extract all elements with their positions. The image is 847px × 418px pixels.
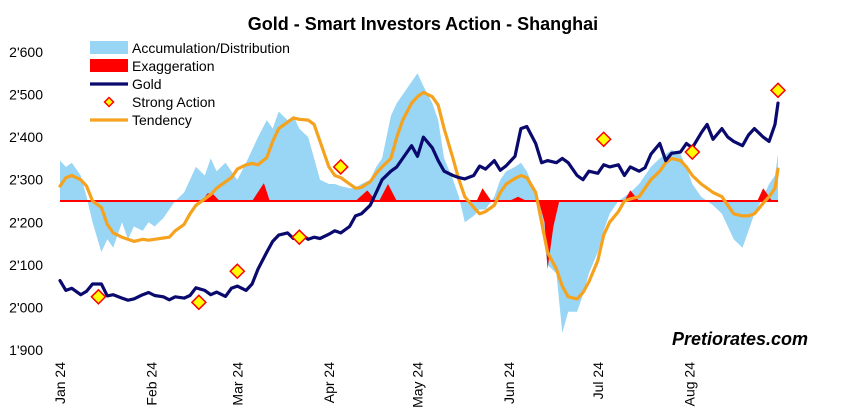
y-tick-label: 1'900 <box>9 342 43 358</box>
exaggeration-spike <box>379 184 397 201</box>
strong-action-layer <box>90 82 787 311</box>
strong-action-marker <box>769 82 787 99</box>
gold-line <box>58 101 780 302</box>
legend-item: Strong Action <box>103 94 215 110</box>
x-tick-label: Aug 24 <box>681 362 697 407</box>
legend-swatch <box>103 96 115 108</box>
watermark: Pretiorates.com <box>672 329 808 349</box>
exaggeration-spike <box>476 188 492 201</box>
tendency-line <box>58 90 780 301</box>
x-tick-label: May 24 <box>410 362 426 408</box>
legend-label: Gold <box>132 76 162 92</box>
legend-label: Accumulation/Distribution <box>132 40 290 56</box>
x-axis: Jan 24 Feb 24 Mar 24 Apr 24 May 24 Jun 24 Jul … <box>52 362 697 408</box>
strong-action-marker <box>229 263 246 280</box>
gold-layer <box>58 101 780 302</box>
legend-item: Tendency <box>90 112 192 128</box>
strong-action-marker <box>332 158 349 176</box>
y-tick-label: 2'000 <box>9 299 43 315</box>
y-tick-label: 2'300 <box>9 172 43 188</box>
exaggeration-spike <box>252 183 270 201</box>
accumulation-distribution-area <box>60 73 778 334</box>
x-tick-label: Mar 24 <box>229 362 245 406</box>
legend-swatch <box>90 41 128 54</box>
strong-action-marker <box>90 288 107 305</box>
legend: Accumulation/Distribution Exaggeration Gol… <box>90 40 290 128</box>
y-tick-label: 2'400 <box>9 129 43 145</box>
tendency-layer <box>58 90 780 301</box>
strong-action-marker <box>684 143 701 161</box>
strong-action-marker <box>291 229 308 246</box>
exaggeration-spike <box>355 190 377 201</box>
x-tick-label: Jan 24 <box>52 362 68 404</box>
strong-action-marker <box>190 294 207 311</box>
exaggeration-spike <box>538 201 560 270</box>
strong-action-marker <box>595 131 612 148</box>
y-axis: 1'900 2'000 2'100 2'200 2'300 2'400 2'500 2'600 <box>9 44 43 358</box>
legend-label: Tendency <box>132 112 192 128</box>
x-tick-label: Jun 24 <box>501 362 517 404</box>
legend-label: Exaggeration <box>132 58 215 74</box>
x-tick-label: Jul 24 <box>590 362 606 400</box>
legend-item: Accumulation/Distribution <box>90 40 290 56</box>
chart-title: Gold - Smart Investors Action - Shanghai <box>248 14 598 34</box>
y-tick-label: 2'500 <box>9 87 43 103</box>
x-tick-label: Apr 24 <box>321 362 337 403</box>
legend-swatch <box>90 59 128 72</box>
x-tick-label: Feb 24 <box>144 362 160 406</box>
legend-item: Gold <box>90 76 162 92</box>
y-tick-label: 2'200 <box>9 214 43 230</box>
exaggeration-spike <box>509 196 527 201</box>
y-tick-label: 2'100 <box>9 257 43 273</box>
y-tick-label: 2'600 <box>9 44 43 60</box>
accumulation-distribution-layer <box>60 73 778 334</box>
legend-item: Exaggeration <box>90 58 215 74</box>
legend-label: Strong Action <box>132 94 215 110</box>
